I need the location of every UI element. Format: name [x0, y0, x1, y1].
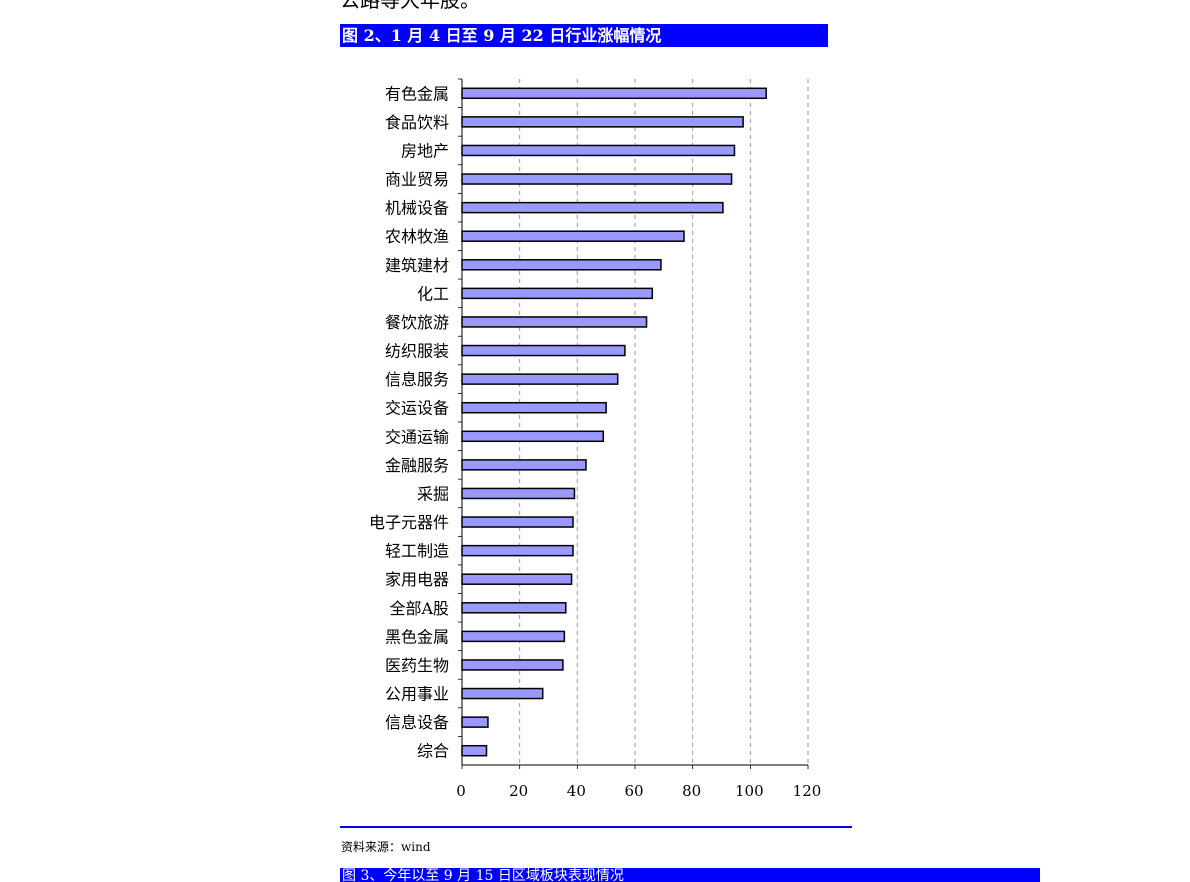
- category-label: 餐饮旅游: [385, 313, 449, 332]
- bar-餐饮旅游: [461, 316, 648, 328]
- bar-食品饮料: [461, 116, 744, 128]
- bar-机械设备: [461, 201, 724, 214]
- source-note: 资料来源：wind: [341, 840, 431, 854]
- category-label: 电子元器件: [369, 513, 449, 532]
- category-label: 交运设备: [385, 399, 449, 418]
- category-label: 纺织服装: [385, 342, 449, 361]
- figure-title: 图 2、1 月 4 日至 9 月 22 日行业涨幅情况: [340, 24, 828, 47]
- bar-公用事业: [461, 687, 544, 700]
- category-label: 轻工制造: [385, 542, 449, 561]
- x-tick-label: 40: [567, 782, 586, 800]
- bar-黑色金属: [461, 630, 566, 643]
- preceding-paragraph: 公路等大年股。: [340, 0, 480, 12]
- bar-采掘: [461, 487, 576, 500]
- bar-交运设备: [461, 401, 607, 414]
- category-label: 建筑建材: [385, 256, 449, 275]
- category-label: 有色金属: [385, 84, 449, 103]
- grid-lines: [519, 79, 809, 765]
- bar-有色金属: [461, 87, 767, 100]
- bar-医药生物: [461, 659, 564, 671]
- category-label: 公用事业: [385, 685, 449, 704]
- industry-gain-bar-chart: 有色金属食品饮料房地产商业贸易机械设备农林牧渔建筑建材化工餐饮旅游纺织服装信息服…: [369, 78, 821, 800]
- bar-信息设备: [461, 716, 489, 728]
- x-tick-label: 100: [735, 782, 764, 800]
- category-label: 交通运输: [385, 427, 449, 446]
- category-label: 机械设备: [385, 199, 449, 218]
- bar-农林牧渔: [461, 230, 685, 242]
- x-tick-labels: 0 20 40 60 80 100 120: [456, 782, 821, 800]
- category-label: 金融服务: [385, 456, 449, 475]
- bar-家用电器: [461, 573, 573, 585]
- bar-建筑建材: [461, 259, 662, 271]
- bar-轻工制造: [461, 544, 574, 557]
- axes: [458, 78, 809, 769]
- bar-电子元器件: [461, 516, 574, 528]
- x-tick-label: 60: [624, 782, 643, 800]
- x-tick-label: 120: [793, 782, 822, 800]
- category-label: 化工: [417, 284, 449, 303]
- bar-房地产: [461, 144, 736, 157]
- next-figure-title: 图 3、今年以至 9 月 15 日区域板块表现情况: [340, 868, 1040, 882]
- category-label: 信息服务: [385, 370, 449, 389]
- category-label: 黑色金属: [385, 627, 449, 646]
- bar-商业贸易: [461, 173, 733, 185]
- x-tick-label: 20: [509, 782, 528, 800]
- category-label: 食品饮料: [385, 113, 449, 132]
- bar-信息服务: [461, 373, 619, 385]
- bar-金融服务: [461, 459, 587, 471]
- category-label: 农林牧渔: [385, 227, 449, 246]
- x-tick-label: 80: [682, 782, 701, 800]
- source-divider: [340, 826, 852, 828]
- category-label: 商业贸易: [385, 170, 449, 189]
- category-label: 房地产: [401, 141, 449, 160]
- category-label: 医药生物: [385, 656, 449, 675]
- category-label: 综合: [417, 742, 449, 761]
- bar-纺织服装: [461, 344, 626, 357]
- bar-全部A股: [461, 602, 567, 614]
- bar-交通运输: [461, 430, 605, 443]
- category-label: 家用电器: [385, 570, 449, 589]
- category-label: 采掘: [417, 484, 449, 503]
- bars: [461, 87, 767, 757]
- category-label: 信息设备: [385, 713, 449, 732]
- x-tick-label: 0: [456, 782, 466, 800]
- bar-化工: [461, 287, 654, 300]
- bar-综合: [461, 744, 488, 757]
- category-labels: 有色金属食品饮料房地产商业贸易机械设备农林牧渔建筑建材化工餐饮旅游纺织服装信息服…: [369, 84, 449, 760]
- category-label: 全部A股: [389, 599, 449, 618]
